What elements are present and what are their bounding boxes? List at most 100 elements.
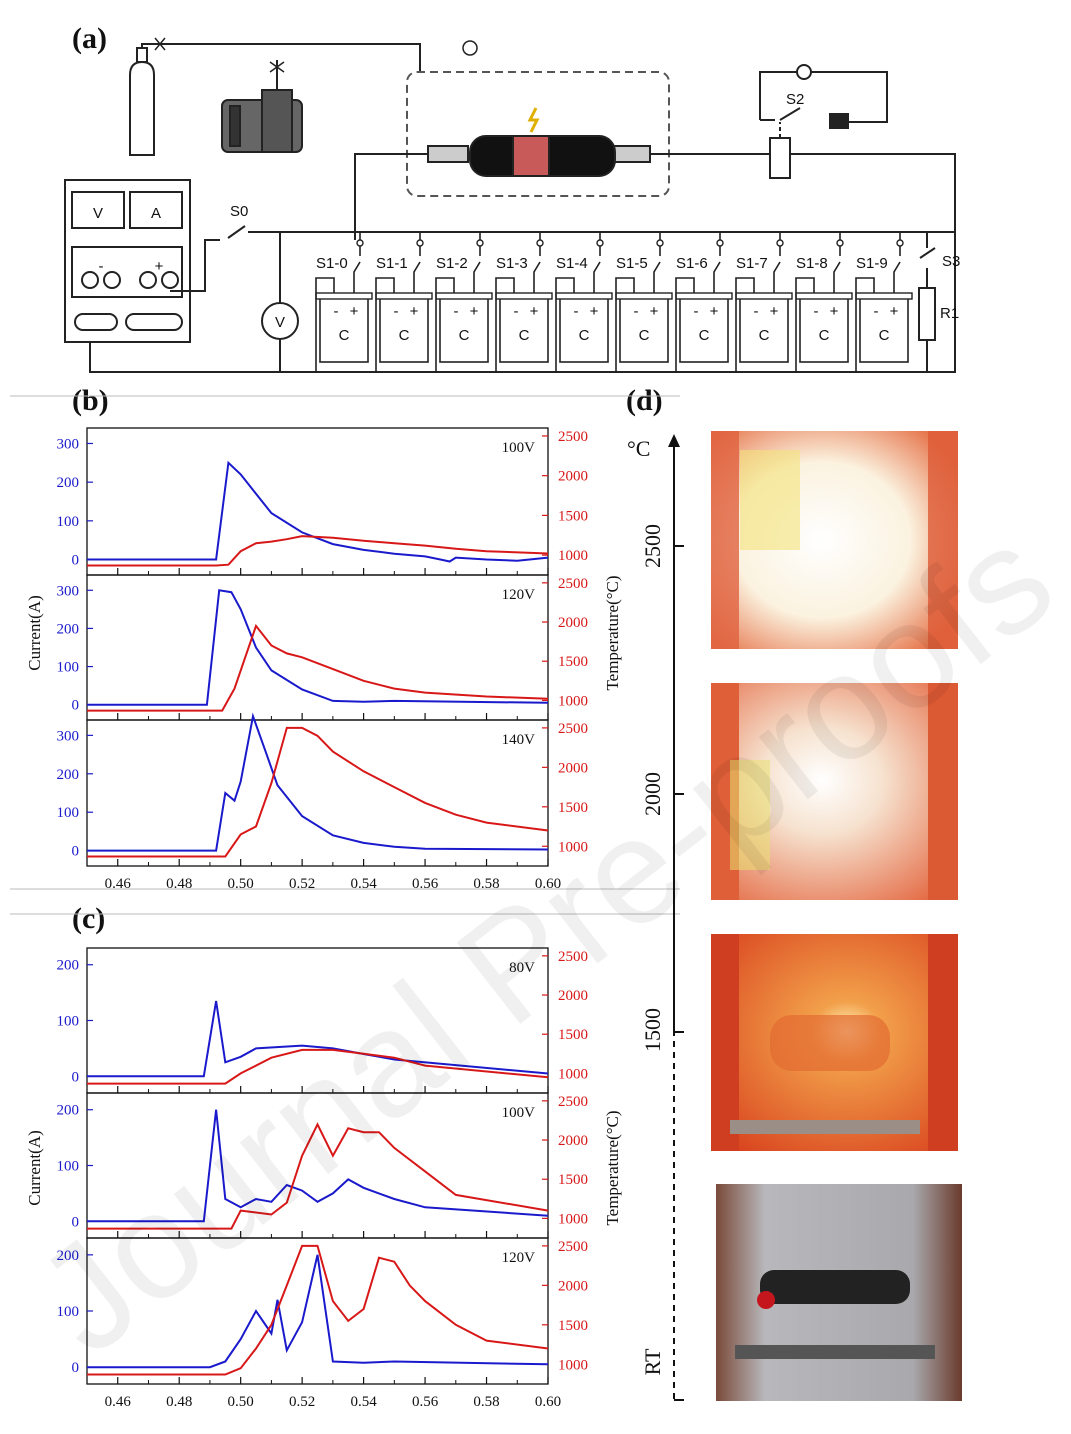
capacitor-plus: +	[830, 303, 839, 320]
capacitor-body	[859, 297, 909, 363]
capacitor-plus: +	[530, 303, 539, 320]
capacitor-label: C	[879, 327, 890, 344]
current-tick-label: 200	[57, 1248, 80, 1264]
temperature-tick-label: 2500	[558, 721, 588, 737]
current-tick-label: 100	[57, 1014, 80, 1030]
capacitor-minus: -	[394, 303, 399, 320]
switch-label: S1-6	[676, 255, 708, 272]
capacitor-cap	[795, 292, 853, 300]
switch-label: S1-4	[556, 255, 588, 272]
current-tick-label: 100	[57, 514, 80, 530]
x-tick-label: 0.50	[228, 1394, 254, 1410]
panel-label-a: (a)	[72, 22, 107, 55]
capacitor-body	[619, 297, 669, 363]
voltage-label: 100V	[502, 1105, 536, 1121]
capacitor-minus: -	[334, 303, 339, 320]
capacitor-plus: +	[590, 303, 599, 320]
voltage-label: 80V	[509, 960, 535, 976]
capacitor-label: C	[519, 327, 530, 344]
current-tick-label: 200	[57, 958, 80, 974]
plot-frame	[86, 574, 549, 721]
switch-contact	[476, 239, 484, 247]
capacitor-minus: -	[874, 303, 879, 320]
current-tick-label: 100	[57, 1159, 80, 1175]
voltage-label: 100V	[502, 440, 536, 456]
chart-b-140V: 0 100 200 300 1000 1500 2000 2500 140V 0.46 0.48 0.…	[57, 712, 588, 892]
x-tick-label: 0.54	[350, 876, 377, 892]
circuit-labels: V A - + V S0 S2 S3 R1	[93, 91, 960, 331]
x-tick-label: 0.50	[228, 876, 254, 892]
switch-label: S1-0	[316, 255, 348, 272]
current-tick-label: 200	[57, 767, 80, 783]
relay-box	[769, 137, 791, 179]
gas-cylinder-icon	[129, 43, 421, 156]
switch-contact	[656, 239, 664, 247]
meter-a-label: A	[151, 205, 161, 222]
capacitor-body	[439, 297, 489, 363]
photo-1500c	[711, 934, 958, 1151]
temperature-tick-label: 2500	[558, 1094, 588, 1110]
capacitor-plus: +	[770, 303, 779, 320]
x-tick-label: 0.52	[289, 876, 315, 892]
temperature-tick-label: 2500	[558, 949, 588, 965]
temperature-tick-label: 1500	[558, 654, 588, 670]
temperature-tick-label: 1000	[558, 839, 588, 855]
capacitor-plus: +	[650, 303, 659, 320]
meter-v-label: V	[93, 205, 103, 222]
current-tick-label: 0	[72, 1069, 80, 1085]
voltmeter-label: V	[275, 314, 285, 331]
temperature-tick-label: 1000	[558, 693, 588, 709]
charts-area: 01002003001000150020002500100V0100200300…	[57, 427, 588, 1410]
temperature-tick-label: 2500	[558, 576, 588, 592]
capacitor-plus: +	[890, 303, 899, 320]
current-line	[87, 460, 549, 563]
capacitor-cap	[615, 292, 673, 300]
switch-contact	[596, 239, 604, 247]
temperature-tick-label: 1500	[558, 508, 588, 524]
switch-contact	[416, 239, 424, 247]
switch-label: S1-8	[796, 255, 828, 272]
temperature-tick-label: 2000	[558, 469, 588, 485]
capacitor-label: C	[339, 327, 350, 344]
x-tick-label: 0.52	[289, 1394, 315, 1410]
temperature-line	[87, 1244, 549, 1376]
capacitor-plus: +	[470, 303, 479, 320]
chart-c-120V: 0 100 200 1000 1500 2000 2500 120V 0.46 0.48 0.50 0…	[57, 1237, 588, 1410]
switch-label: S1-2	[436, 255, 468, 272]
current-tick-label: 200	[57, 1103, 80, 1119]
capacitor-label: C	[639, 327, 650, 344]
temperature-tick-label: 1000	[558, 1211, 588, 1227]
capacitor-plus: +	[350, 303, 359, 320]
photo-room-temperature	[716, 1184, 962, 1401]
temperature-tick-label: 2000	[558, 1133, 588, 1149]
capacitor-unit: C- + S1-9	[855, 232, 913, 372]
capacitor-cap	[675, 292, 733, 300]
current-line	[87, 1109, 549, 1223]
temperature-tick-label: 1000	[558, 1357, 588, 1373]
scale-tick-1500: 1500	[640, 1008, 665, 1052]
switch-label: S1-1	[376, 255, 408, 272]
temperature-tick-label: 2000	[558, 615, 588, 631]
current-tick-label: 0	[72, 1214, 80, 1230]
plot-frame	[86, 719, 549, 867]
capacitor-body	[679, 297, 729, 363]
scale-tick-2000: 2000	[640, 772, 665, 816]
capacitor-unit: C- + S1-7	[735, 232, 793, 372]
capacitor-bank: C- +S1-0C- +S1-1C- +S1-2C- +S1-3C- +S1-4C- +S1…	[315, 232, 913, 372]
photo-2500c	[711, 431, 958, 649]
capacitor-minus: -	[694, 303, 699, 320]
switch-contact	[836, 239, 844, 247]
x-tick-label: 0.56	[412, 1394, 439, 1410]
switch-s3-label: S3	[942, 253, 960, 270]
current-tick-label: 300	[57, 728, 80, 744]
temperature-line	[87, 535, 549, 567]
current-tick-label: 0	[72, 844, 80, 860]
scale-label-rt: RT	[640, 1348, 665, 1375]
minus-label: -	[99, 258, 104, 275]
battery-icon	[829, 113, 849, 129]
current-tick-label: 0	[72, 1360, 80, 1376]
temperature-tick-label: 1500	[558, 1172, 588, 1188]
capacitor-minus: -	[634, 303, 639, 320]
panel-label-c: (c)	[72, 902, 105, 935]
switch-label: S1-9	[856, 255, 888, 272]
